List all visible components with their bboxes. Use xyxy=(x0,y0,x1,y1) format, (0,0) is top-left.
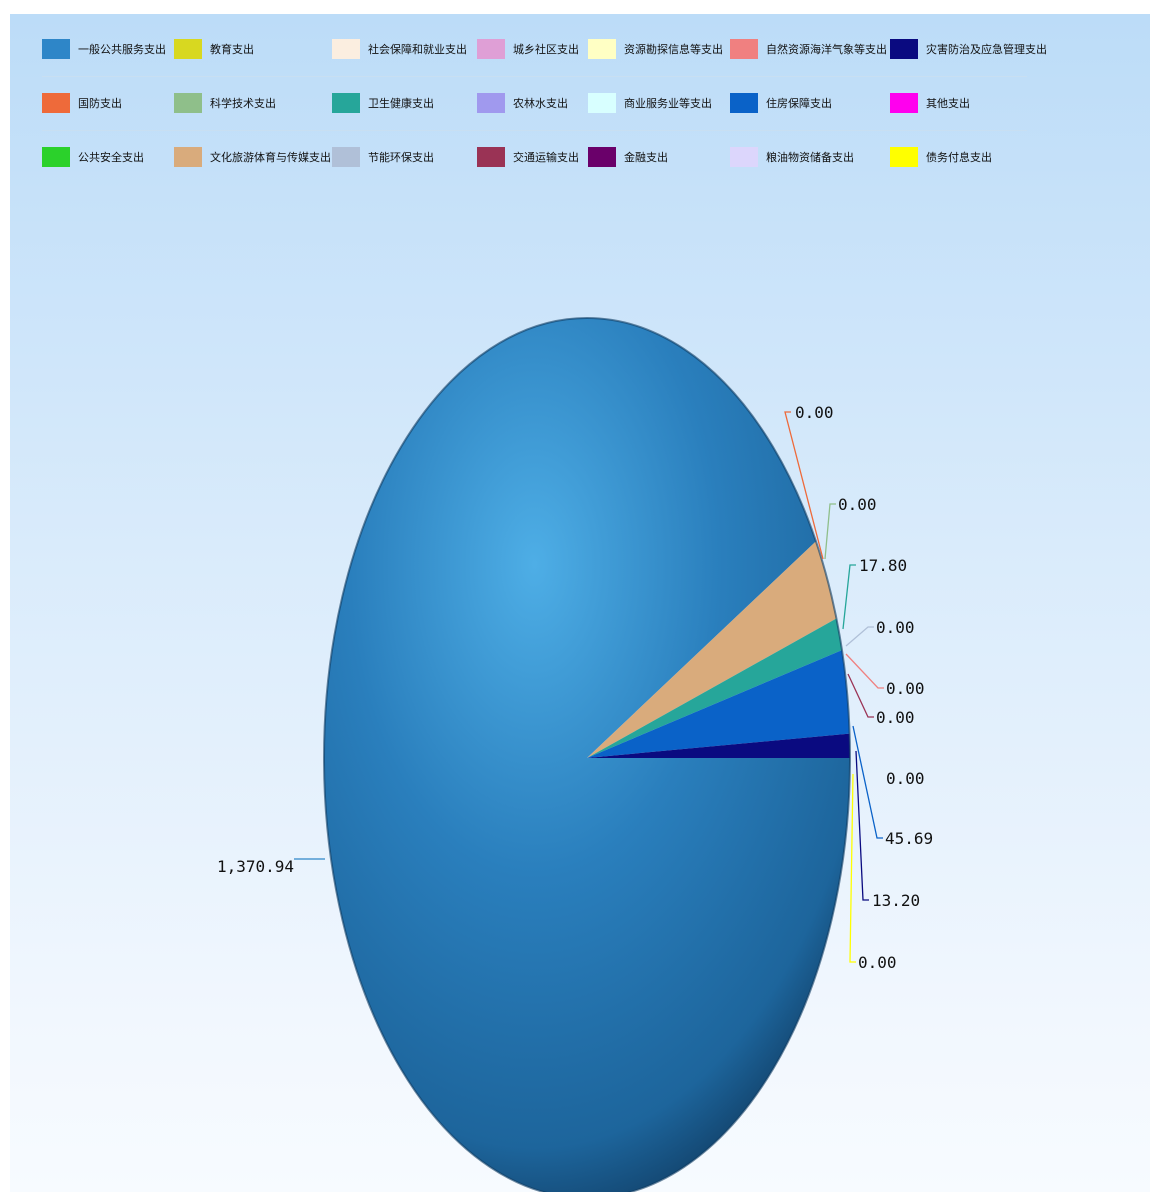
data-label: 0.00 xyxy=(876,708,915,727)
legend-swatch xyxy=(890,93,918,113)
legend-label: 灾害防治及应急管理支出 xyxy=(926,43,1047,56)
legend-item[interactable]: 债务付息支出 xyxy=(890,144,992,170)
legend-item[interactable]: 交通运输支出 xyxy=(477,144,579,170)
legend-label: 住房保障支出 xyxy=(766,97,832,110)
legend-swatch xyxy=(332,147,360,167)
legend-item[interactable]: 一般公共服务支出 xyxy=(42,36,166,62)
legend-item[interactable]: 灾害防治及应急管理支出 xyxy=(890,36,1047,62)
legend-item[interactable]: 城乡社区支出 xyxy=(477,36,579,62)
legend-label: 公共安全支出 xyxy=(78,151,144,164)
leader-line xyxy=(842,564,856,630)
legend-item[interactable]: 商业服务业等支出 xyxy=(588,90,712,116)
legend-item[interactable]: 粮油物资储备支出 xyxy=(730,144,854,170)
pie-slice[interactable] xyxy=(324,318,850,1192)
leader-line xyxy=(847,673,874,718)
legend-item[interactable]: 卫生健康支出 xyxy=(332,90,434,116)
legend-label: 社会保障和就业支出 xyxy=(368,43,467,56)
legend-swatch xyxy=(730,39,758,59)
data-label: 17.80 xyxy=(859,556,907,575)
pie-slice[interactable] xyxy=(587,650,850,758)
legend-label: 其他支出 xyxy=(926,97,970,110)
pie-slice[interactable] xyxy=(587,541,837,758)
legend-item[interactable]: 其他支出 xyxy=(890,90,970,116)
legend-label: 农林水支出 xyxy=(513,97,568,110)
leader-line xyxy=(849,773,856,963)
leader-line xyxy=(855,750,869,901)
legend-label: 科学技术支出 xyxy=(210,97,276,110)
legend-item[interactable]: 节能环保支出 xyxy=(332,144,434,170)
data-label: 0.00 xyxy=(886,769,925,788)
legend-item[interactable]: 国防支出 xyxy=(42,90,122,116)
legend-swatch xyxy=(730,93,758,113)
legend-swatch xyxy=(890,147,918,167)
data-label: 0.00 xyxy=(795,403,834,422)
legend-item[interactable]: 科学技术支出 xyxy=(174,90,276,116)
legend-item[interactable]: 农林水支出 xyxy=(477,90,568,116)
legend-label: 国防支出 xyxy=(78,97,122,110)
legend-swatch xyxy=(477,93,505,113)
legend-swatch xyxy=(174,147,202,167)
legend-swatch xyxy=(174,39,202,59)
leader-line xyxy=(824,503,836,560)
legend-divider xyxy=(42,76,1027,77)
legend-swatch xyxy=(588,39,616,59)
legend-item[interactable]: 资源勘探信息等支出 xyxy=(588,36,723,62)
leader-line xyxy=(845,653,884,689)
legend-item[interactable]: 公共安全支出 xyxy=(42,144,144,170)
legend-label: 一般公共服务支出 xyxy=(78,43,166,56)
legend-swatch xyxy=(588,147,616,167)
pie-leader-lines: 1,370.94 0.00 0.00 17.80 0.00 0.00 0.00 45.69 13… xyxy=(217,403,933,972)
legend-label: 商业服务业等支出 xyxy=(624,97,712,110)
legend-label: 文化旅游体育与传媒支出 xyxy=(210,151,331,164)
data-label: 1,370.94 xyxy=(217,857,294,876)
pie-rim xyxy=(323,317,851,1192)
legend-swatch xyxy=(332,39,360,59)
chart-panel: 一般公共服务支出 教育支出 社会保障和就业支出 城乡社区支出 资源勘探信息等支出 自然资源… xyxy=(10,14,1150,1192)
legend-item[interactable]: 住房保障支出 xyxy=(730,90,832,116)
legend-label: 债务付息支出 xyxy=(926,151,992,164)
legend-swatch xyxy=(42,147,70,167)
leader-line xyxy=(784,411,824,560)
legend-swatch xyxy=(730,147,758,167)
legend-swatch xyxy=(42,93,70,113)
leader-line xyxy=(852,725,883,839)
legend-swatch xyxy=(332,93,360,113)
data-label: 13.20 xyxy=(872,891,920,910)
pie-slice[interactable] xyxy=(587,618,842,758)
legend-label: 节能环保支出 xyxy=(368,151,434,164)
data-label: 45.69 xyxy=(885,829,933,848)
pie-slices xyxy=(323,317,851,1192)
legend-swatch xyxy=(588,93,616,113)
data-label: 0.00 xyxy=(838,495,877,514)
legend-swatch xyxy=(890,39,918,59)
legend-swatch xyxy=(477,39,505,59)
data-label: 0.00 xyxy=(876,618,915,637)
legend-label: 资源勘探信息等支出 xyxy=(624,43,723,56)
leader-line xyxy=(845,626,874,647)
legend-swatch xyxy=(174,93,202,113)
legend-label: 城乡社区支出 xyxy=(513,43,579,56)
legend-label: 卫生健康支出 xyxy=(368,97,434,110)
legend-item[interactable]: 社会保障和就业支出 xyxy=(332,36,467,62)
legend-swatch xyxy=(477,147,505,167)
pie-chart: 1,370.94 0.00 0.00 17.80 0.00 0.00 0.00 45.69 13… xyxy=(217,317,933,1192)
legend-divider xyxy=(42,130,1027,131)
legend-swatch xyxy=(42,39,70,59)
legend-item[interactable]: 金融支出 xyxy=(588,144,668,170)
legend-item[interactable]: 文化旅游体育与传媒支出 xyxy=(174,144,331,170)
pie-slice[interactable] xyxy=(587,733,850,758)
legend-label: 交通运输支出 xyxy=(513,151,579,164)
legend-label: 教育支出 xyxy=(210,43,254,56)
data-label: 0.00 xyxy=(886,679,925,698)
legend-label: 粮油物资储备支出 xyxy=(766,151,854,164)
data-label: 0.00 xyxy=(858,953,897,972)
legend-item[interactable]: 教育支出 xyxy=(174,36,254,62)
legend-label: 自然资源海洋气象等支出 xyxy=(766,43,887,56)
legend-label: 金融支出 xyxy=(624,151,668,164)
legend-item[interactable]: 自然资源海洋气象等支出 xyxy=(730,36,887,62)
